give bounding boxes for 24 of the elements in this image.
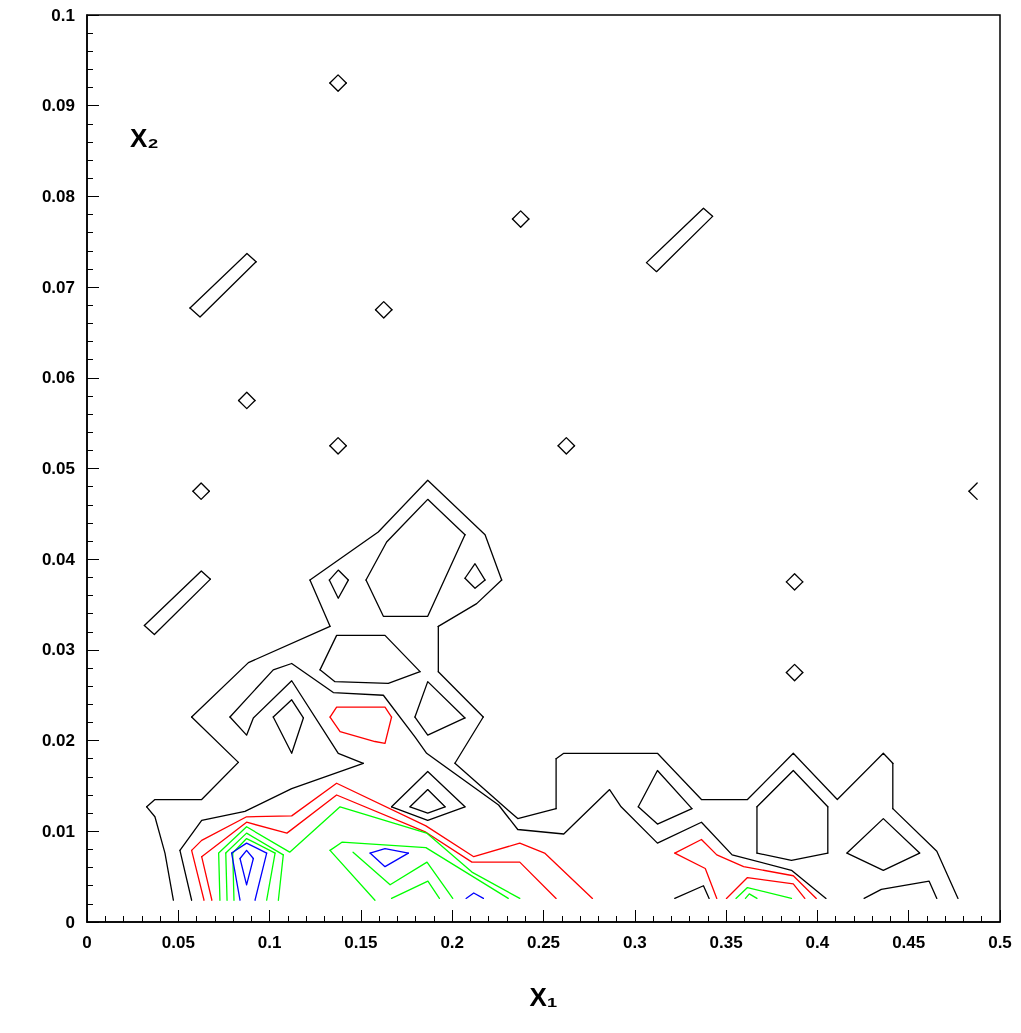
x-tick-label: 0.45 (892, 933, 926, 952)
y-tick-label: 0.01 (41, 821, 75, 841)
x-axis-title: X₁ (529, 982, 558, 1012)
y-tick-label: 0 (65, 912, 75, 932)
y-tick-label: 0.02 (41, 731, 75, 751)
y-tick-label: 0.07 (41, 277, 75, 297)
x-tick-label: 0.15 (344, 933, 378, 952)
y-axis-title: X₂ (130, 123, 159, 153)
x-tick-label: 0 (82, 933, 92, 952)
y-tick-label: 0.08 (41, 186, 75, 206)
x-tick-label: 0.35 (709, 933, 743, 952)
x-tick-label: 0.25 (526, 933, 561, 952)
y-tick-label: 0.09 (41, 96, 75, 116)
x-tick-label: 0.2 (440, 933, 465, 952)
x-tick-label: 0.4 (805, 933, 830, 952)
x-tick-label: 0.3 (622, 933, 647, 952)
y-tick-label: 0.04 (41, 549, 76, 569)
y-tick-label: 0.03 (41, 640, 75, 660)
x-tick-label: 0.05 (161, 933, 195, 952)
y-tick-label: 0.1 (51, 5, 75, 25)
y-tick-label: 0.05 (41, 459, 75, 478)
x-tick-label: 0.5 (988, 933, 1012, 952)
y-tick-label: 0.06 (41, 368, 75, 388)
x-tick-label: 0.1 (257, 933, 282, 952)
